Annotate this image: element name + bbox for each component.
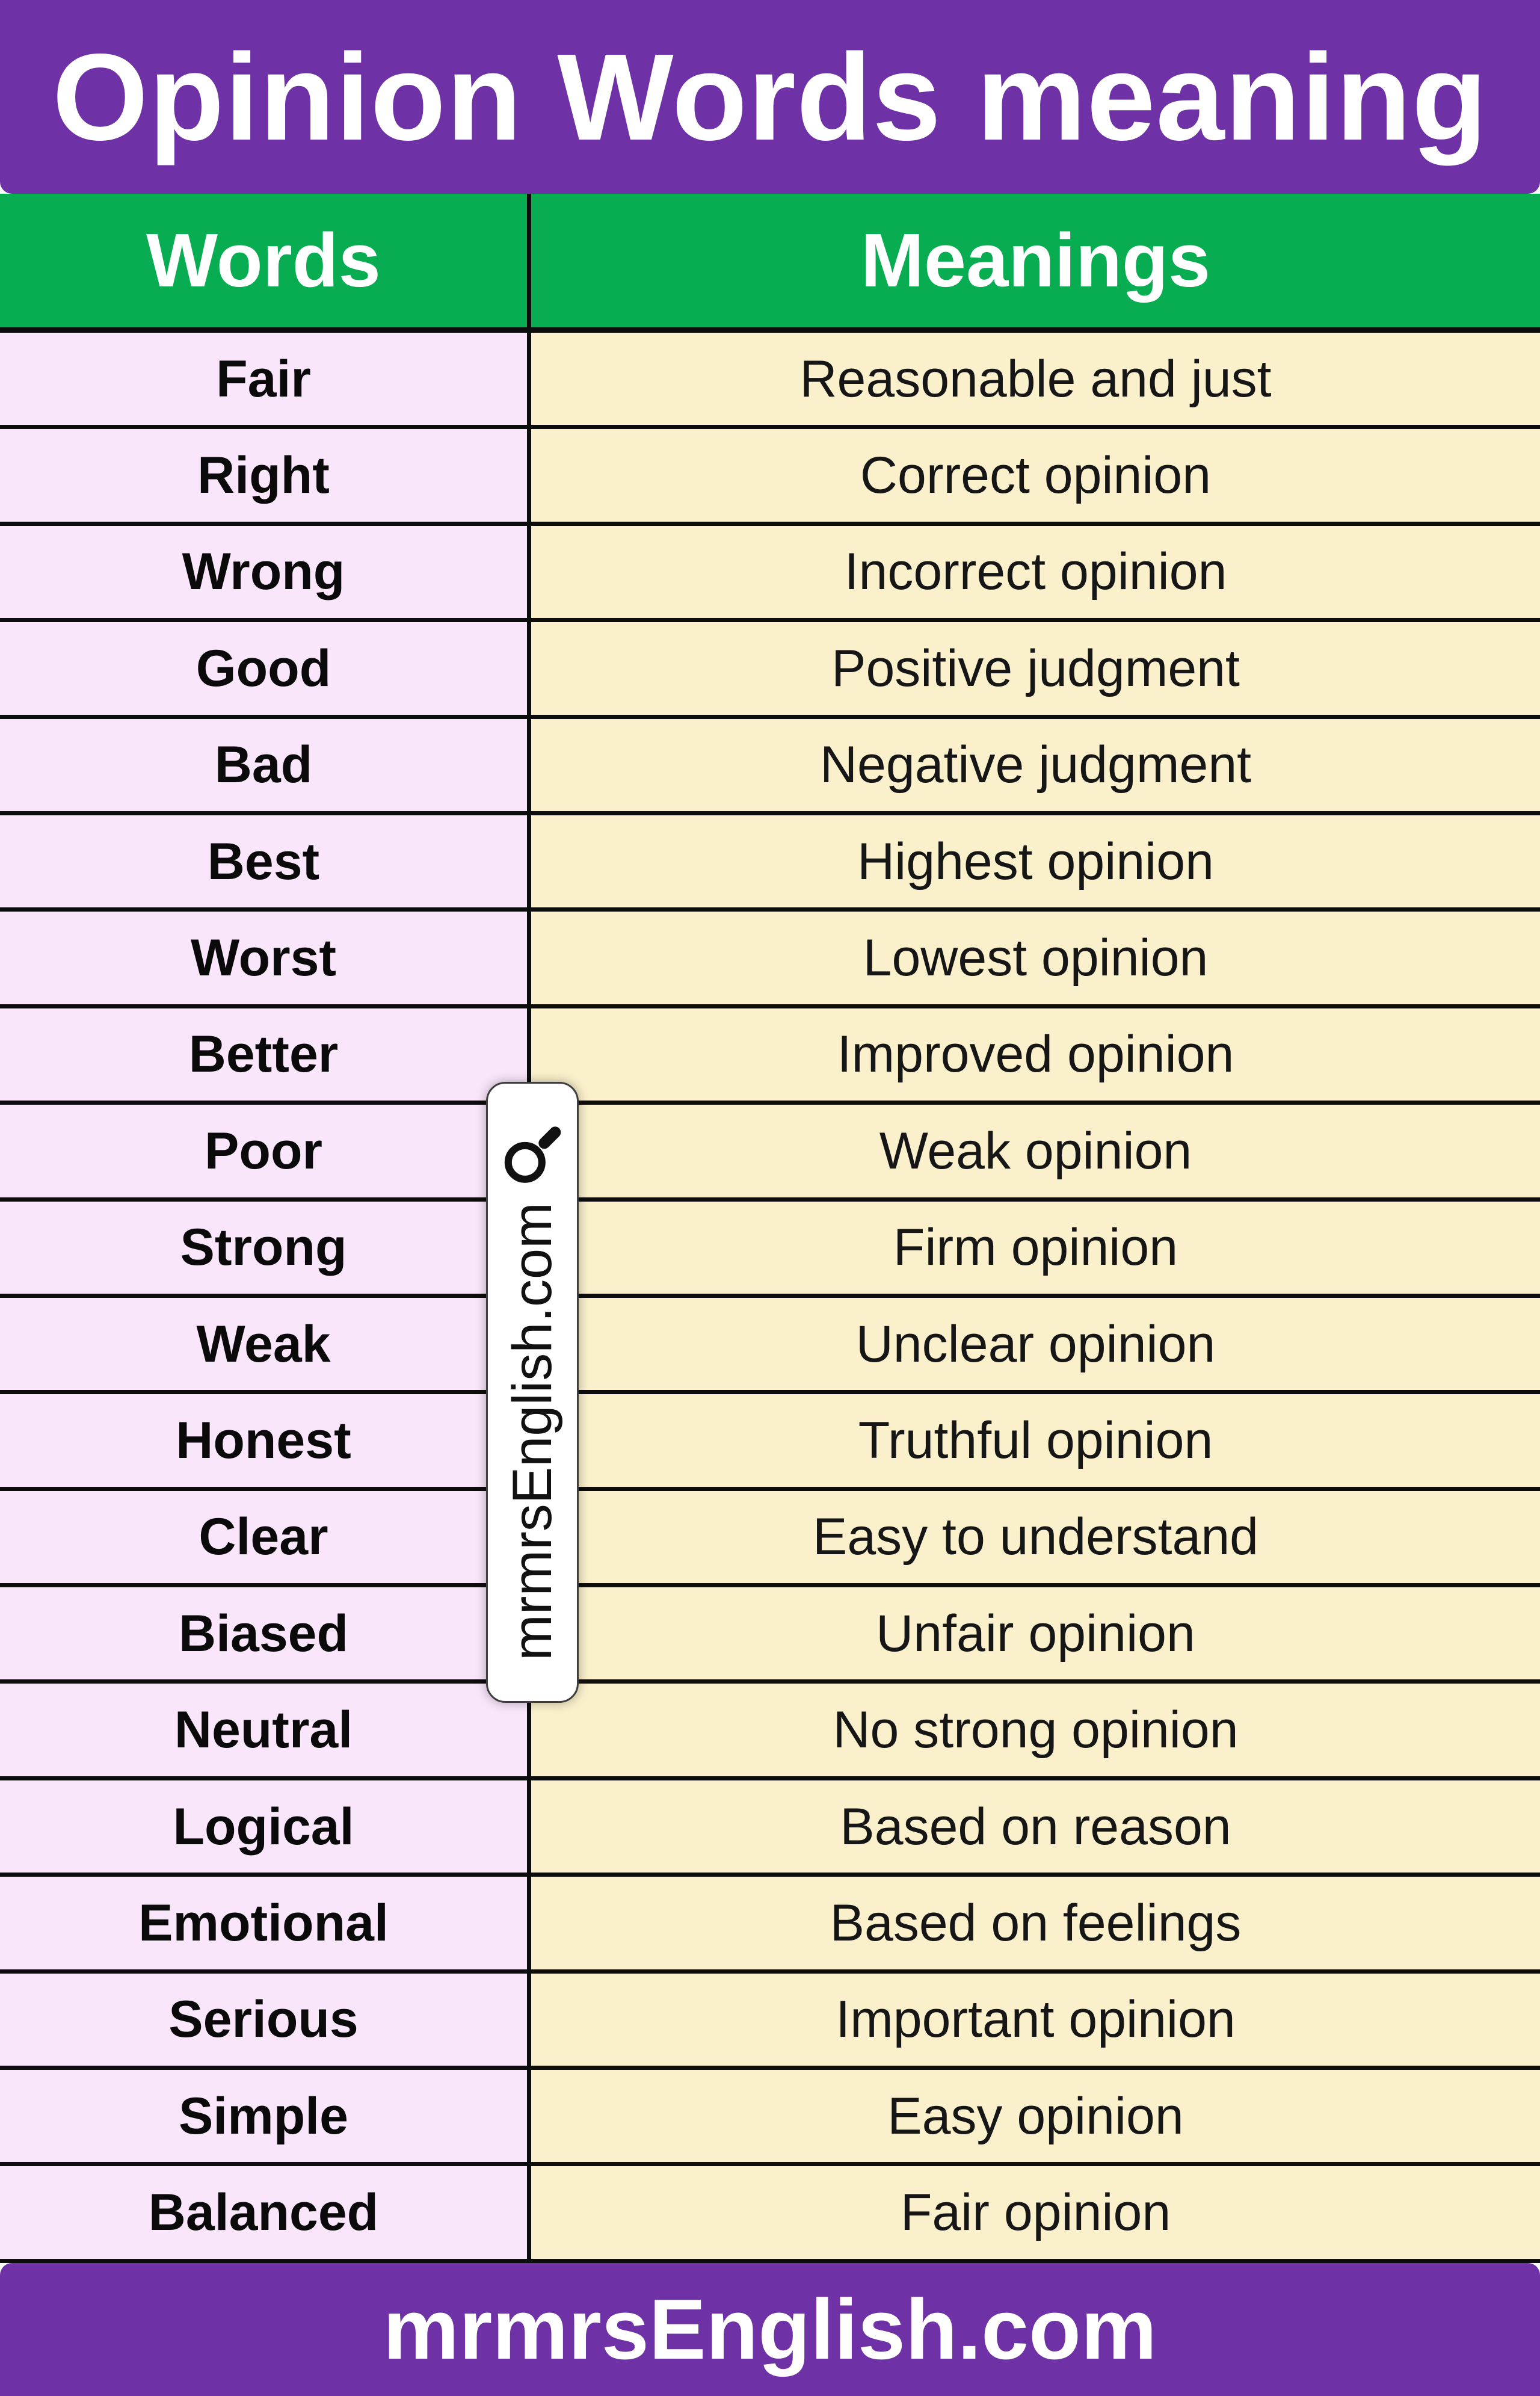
meaning-cell: Improved opinion [531,1008,1540,1101]
meaning-cell: Firm opinion [531,1201,1540,1294]
table-row: Good Positive judgment [0,622,1540,719]
table-row: Worst Lowest opinion [0,912,1540,1008]
meaning-cell: Fair opinion [531,2166,1540,2259]
meaning-cell: Highest opinion [531,815,1540,908]
word-cell: Simple [0,2070,531,2163]
table-row: Poor Weak opinion [0,1105,1540,1202]
meaning-cell: Based on reason [531,1780,1540,1873]
watermark-content: mrmrsEnglish.com [501,1124,564,1661]
meaning-cell: Incorrect opinion [531,525,1540,619]
table-row: Neutral No strong opinion [0,1684,1540,1780]
page-title: Opinion Words meaning [52,28,1488,166]
meaning-cell: Negative judgment [531,718,1540,811]
word-cell: Weak [0,1297,531,1391]
table-row: Strong Firm opinion [0,1201,1540,1298]
watermark-badge: mrmrsEnglish.com [486,1082,579,1703]
meaning-cell: Important opinion [531,1973,1540,2066]
table-row: Emotional Based on feelings [0,1877,1540,1974]
word-cell: Biased [0,1587,531,1680]
word-cell: Emotional [0,1877,531,1969]
footer-band: mrmrsEnglish.com [0,2263,1540,2396]
table-header-row: Words Meanings [0,194,1540,333]
word-cell: Fair [0,333,531,425]
table-row: Better Improved opinion [0,1008,1540,1105]
table-row: Bad Negative judgment [0,718,1540,815]
word-cell: Neutral [0,1684,531,1776]
meaning-cell: Easy to understand [531,1490,1540,1584]
word-cell: Better [0,1008,531,1101]
meaning-cell: Unfair opinion [531,1587,1540,1680]
meaning-cell: Based on feelings [531,1877,1540,1969]
table-row: Balanced Fair opinion [0,2166,1540,2263]
word-cell: Serious [0,1973,531,2066]
word-cell: Clear [0,1490,531,1584]
column-header-words: Words [0,194,531,327]
word-cell: Poor [0,1105,531,1197]
table-row: Right Correct opinion [0,429,1540,526]
magnifier-lens [505,1142,546,1184]
word-cell: Right [0,429,531,522]
table-row: Biased Unfair opinion [0,1587,1540,1684]
meaning-cell: Weak opinion [531,1105,1540,1197]
word-cell: Bad [0,718,531,811]
table-row: Logical Based on reason [0,1780,1540,1877]
meaning-cell: Reasonable and just [531,333,1540,425]
word-cell: Honest [0,1394,531,1487]
watermark-text: mrmrsEnglish.com [502,1202,563,1661]
meaning-cell: Truthful opinion [531,1394,1540,1487]
table-row: Weak Unclear opinion [0,1297,1540,1395]
meaning-cell: No strong opinion [531,1684,1540,1776]
table-row: Fair Reasonable and just [0,333,1540,430]
column-header-meanings: Meanings [531,194,1540,327]
meaning-cell: Positive judgment [531,622,1540,715]
footer-site-name: mrmrsEnglish.com [383,2281,1157,2377]
meaning-cell: Easy opinion [531,2070,1540,2163]
meaning-cell: Unclear opinion [531,1297,1540,1391]
word-cell: Best [0,815,531,908]
magnifier-handle [538,1126,561,1149]
table-body: Fair Reasonable and just Right Correct opin… [0,333,1540,2263]
word-cell: Good [0,622,531,715]
word-cell: Wrong [0,525,531,619]
magnifier-icon [505,1126,561,1184]
table-row: Clear Easy to understand [0,1490,1540,1588]
word-cell: Worst [0,912,531,1004]
meaning-cell: Lowest opinion [531,912,1540,1004]
word-cell: Strong [0,1201,531,1294]
word-cell: Balanced [0,2166,531,2259]
table-row: Best Highest opinion [0,815,1540,912]
table-row: Honest Truthful opinion [0,1394,1540,1491]
table-row: Serious Important opinion [0,1973,1540,2070]
word-cell: Logical [0,1780,531,1873]
meaning-cell: Correct opinion [531,429,1540,522]
table-row: Simple Easy opinion [0,2070,1540,2167]
table-row: Wrong Incorrect opinion [0,525,1540,623]
title-band: Opinion Words meaning [0,0,1540,194]
